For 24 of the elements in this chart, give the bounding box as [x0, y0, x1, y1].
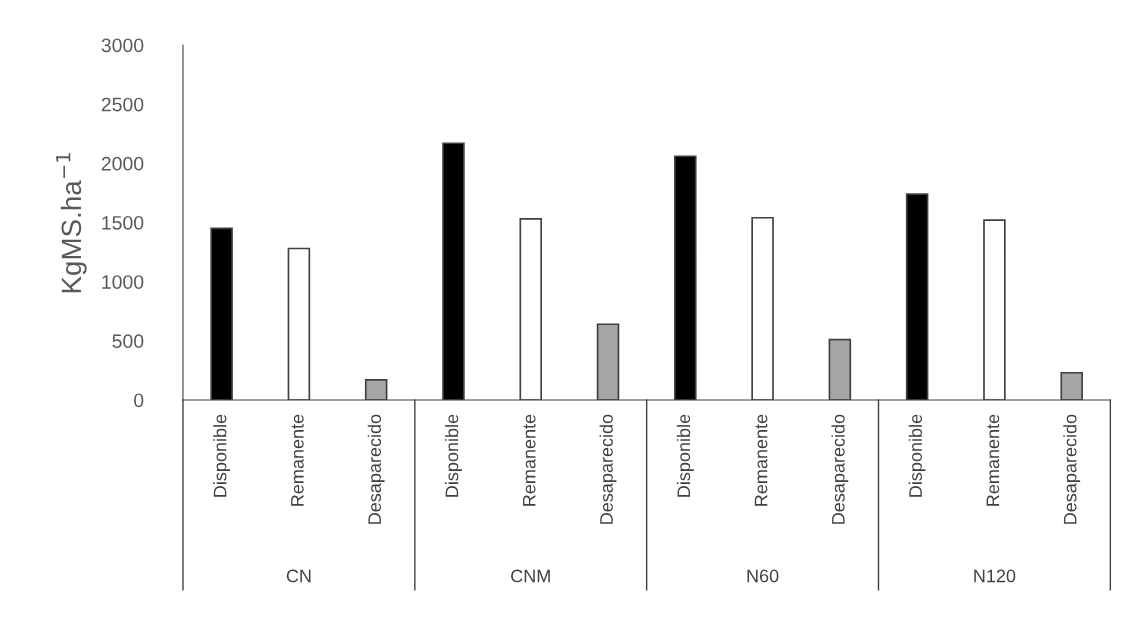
- y-tick-label: 2500: [101, 97, 144, 112]
- x-tick-label: Disponible: [213, 414, 231, 497]
- x-tick-label: Desaparecido: [367, 414, 385, 524]
- text: N60: [747, 569, 779, 583]
- text: CNM: [511, 569, 550, 583]
- x-tick-label: Desaparecido: [831, 414, 849, 524]
- x-tick-label: Desaparecido: [1063, 414, 1081, 524]
- y-tick-label: 2000: [101, 156, 144, 171]
- y-tick-label: 500: [112, 334, 144, 349]
- x-tick-label: Desaparecido: [599, 414, 617, 524]
- y-tick-label: 1500: [102, 215, 144, 230]
- x-tick-label: Disponible: [676, 414, 694, 497]
- x-tick-label: Remanente: [522, 414, 536, 506]
- y-tick-label: 1000: [102, 275, 144, 289]
- x-tick-label: Disponible: [908, 414, 926, 497]
- y-tick-label: 0: [134, 393, 144, 408]
- x-tick-label: Remanente: [291, 414, 304, 506]
- x-tick-label: Remanente: [754, 414, 768, 506]
- text: N120: [974, 569, 1016, 583]
- y-axis-title: KgMS.ha$^{−1}$: [56, 153, 87, 293]
- x-tick-label: Disponible: [445, 414, 462, 497]
- text: CN: [286, 569, 311, 583]
- y-tick-label: 3000: [101, 38, 144, 53]
- x-tick-label: Remanente: [986, 414, 1000, 506]
